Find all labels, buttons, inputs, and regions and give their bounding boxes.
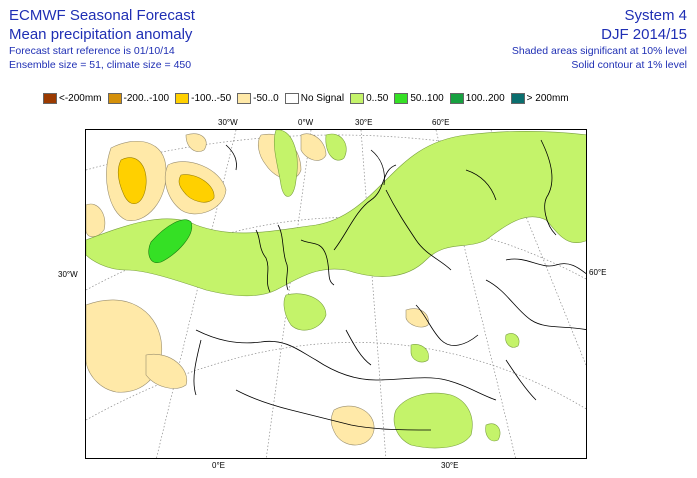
title-line-1: ECMWF Seasonal Forecast bbox=[9, 7, 195, 24]
tick-top-30w: 30°W bbox=[218, 118, 238, 127]
legend-label: > 200mm bbox=[526, 92, 569, 104]
tick-right-60e: 60°E bbox=[589, 268, 607, 277]
legend-item: -50..0 bbox=[237, 92, 279, 104]
legend-swatch bbox=[284, 92, 299, 104]
legend-swatch bbox=[237, 92, 252, 104]
system-label: System 4 bbox=[624, 7, 687, 24]
legend-label: 50..100 bbox=[410, 92, 444, 104]
legend-label: -100..-50 bbox=[191, 92, 232, 104]
tick-left-30w: 30°W bbox=[58, 270, 78, 279]
legend-item: -100..-50 bbox=[175, 92, 232, 104]
contour-note: Solid contour at 1% level bbox=[571, 59, 687, 71]
tick-top-60e: 60°E bbox=[432, 118, 450, 127]
legend-item: <-200mm bbox=[43, 92, 102, 104]
legend-item: -200..-100 bbox=[107, 92, 170, 104]
legend-item: No Signal bbox=[284, 92, 345, 104]
positive-anomaly-regions bbox=[86, 130, 586, 449]
legend-swatch bbox=[107, 92, 122, 104]
ensemble-size-text: Ensemble size = 51, climate size = 450 bbox=[9, 59, 192, 71]
season-label: DJF 2014/15 bbox=[601, 26, 687, 43]
legend-label: <-200mm bbox=[59, 92, 102, 104]
tick-bottom-0e: 0°E bbox=[212, 461, 225, 470]
legend-label: -50..0 bbox=[253, 92, 279, 104]
tick-bottom-30e: 30°E bbox=[441, 461, 459, 470]
legend-swatch bbox=[449, 92, 464, 104]
anomaly-map bbox=[85, 129, 587, 459]
map-canvas bbox=[86, 130, 586, 458]
legend-item: 0..50 bbox=[350, 92, 389, 104]
legend-item: 100..200 bbox=[449, 92, 505, 104]
moderate-positive-regions bbox=[148, 219, 193, 263]
tick-top-0w: 0°W bbox=[298, 118, 314, 127]
legend-label: 0..50 bbox=[366, 92, 389, 104]
significance-note: Shaded areas significant at 10% level bbox=[511, 45, 687, 57]
coastlines bbox=[193, 139, 586, 431]
legend-swatch bbox=[43, 92, 57, 104]
legend-label: No Signal bbox=[300, 92, 345, 104]
title-line-2: Mean precipitation anomaly bbox=[9, 26, 193, 43]
legend-label: 100..200 bbox=[465, 92, 505, 104]
forecast-start-text: Forecast start reference is 01/10/14 bbox=[9, 45, 175, 57]
legend-item: 50..100 bbox=[394, 92, 444, 104]
legend-item: > 200mm bbox=[510, 92, 569, 104]
strong-negative-regions bbox=[117, 157, 215, 204]
tick-top-30e: 30°E bbox=[355, 118, 373, 127]
legend-label: -200..-100 bbox=[123, 92, 170, 104]
legend-swatch bbox=[350, 92, 365, 104]
legend-swatch bbox=[510, 92, 525, 104]
legend-swatch bbox=[175, 92, 190, 104]
color-legend: <-200mm -200..-100 -100..-50 -50..0 No S… bbox=[43, 91, 575, 105]
legend-swatch bbox=[394, 92, 409, 104]
